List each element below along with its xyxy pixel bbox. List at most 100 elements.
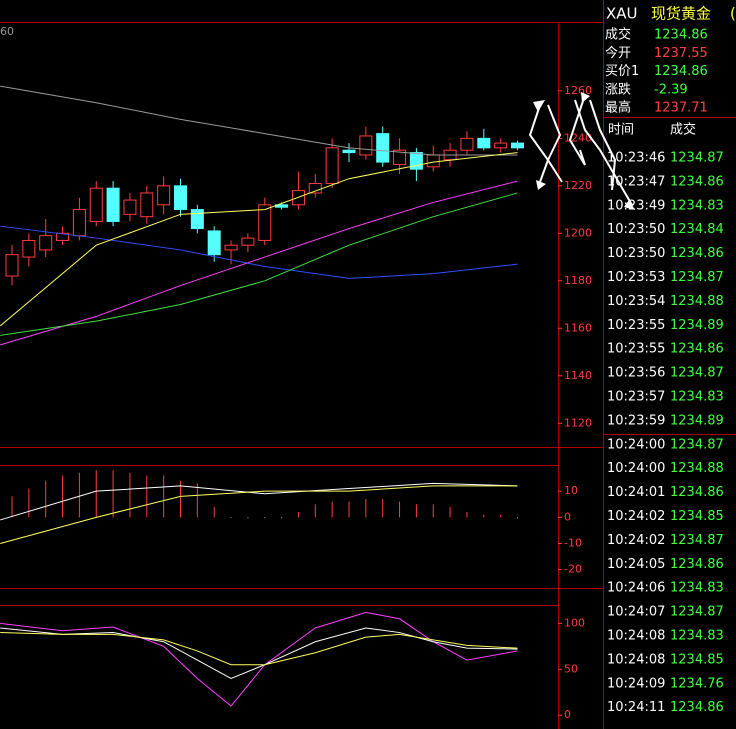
- y-tick-label: 100: [564, 616, 585, 629]
- indicator-line: [0, 85, 518, 156]
- quote-value: 1237.55: [654, 46, 708, 61]
- tick-price: 1234.83: [670, 581, 724, 596]
- indicator-line: [0, 482, 518, 521]
- indicator-line: [0, 180, 518, 346]
- candle-body: [241, 237, 255, 246]
- tick-time: 10:23:53: [607, 270, 665, 285]
- tick-price: 1234.88: [670, 461, 724, 476]
- tick-time: 10:24:08: [607, 629, 665, 644]
- tick-price: 1234.85: [670, 652, 724, 667]
- tick-price: 1234.88: [670, 294, 724, 309]
- candle-body: [511, 142, 524, 149]
- candle-body: [393, 149, 407, 165]
- candle-body: [376, 133, 390, 163]
- ticks-header: 成交: [670, 122, 696, 138]
- quote-label: 涨跌: [605, 81, 631, 97]
- y-tick-label: 1140: [564, 369, 592, 382]
- y-tick-label: 1200: [564, 226, 592, 239]
- tick-price: 1234.76: [670, 676, 724, 691]
- tick-time: 10:23:59: [607, 413, 665, 428]
- tick-price: 1234.86: [670, 246, 724, 261]
- tick-price: 1234.86: [670, 342, 724, 357]
- tick-time: 10:24:02: [607, 509, 665, 524]
- quote-label: 买价1: [605, 64, 639, 79]
- candle-body: [190, 209, 204, 230]
- candle-body: [5, 254, 19, 277]
- tick-time: 10:24:05: [607, 557, 665, 572]
- candle-body: [56, 232, 70, 241]
- y-tick-label: -10: [564, 537, 582, 550]
- indicator-line: [0, 627, 518, 680]
- quote-value: 1234.86: [654, 28, 708, 43]
- tick-time: 10:23:56: [607, 366, 665, 381]
- indicator-line: [0, 632, 518, 666]
- candle-body: [174, 185, 187, 211]
- tick-time: 10:23:57: [607, 390, 665, 405]
- tick-price: 1234.86: [670, 557, 724, 572]
- y-tick-label: 0: [564, 510, 571, 523]
- candle-body: [460, 137, 474, 151]
- tick-time: 10:24:06: [607, 581, 665, 596]
- y-tick-label: 1160: [564, 321, 592, 334]
- candle-body: [477, 137, 491, 149]
- indicator-line: [0, 152, 518, 327]
- tick-price: 1234.83: [670, 390, 724, 405]
- tick-price: 1234.85: [670, 509, 724, 524]
- symbol-name: 现货黄金: [651, 5, 711, 23]
- y-tick-label: 1220: [564, 179, 592, 192]
- y-tick-label: 10: [564, 484, 578, 497]
- candle-body: [325, 147, 339, 184]
- candle-body: [207, 230, 221, 256]
- tick-time: 10:24:08: [607, 652, 665, 667]
- tick-time: 10:23:46: [607, 151, 665, 166]
- tick-price: 1234.87: [670, 366, 724, 381]
- tick-price: 1234.87: [670, 533, 724, 548]
- indicator-line: [0, 611, 518, 707]
- tick-price: 1234.87: [670, 437, 724, 452]
- quote-value: -2.39: [654, 82, 688, 97]
- candle-body: [39, 235, 53, 251]
- indicator-label: 60: [0, 25, 14, 38]
- tick-time: 10:24:00: [607, 437, 665, 452]
- quote-label: 今开: [605, 45, 631, 61]
- tick-price: 1234.86: [670, 485, 724, 500]
- tick-time: 10:23:50: [607, 222, 665, 237]
- annotation-arrows: [528, 92, 635, 210]
- quote-label: 最高: [605, 100, 631, 116]
- candle-body: [494, 142, 508, 149]
- tick-time: 10:24:00: [607, 461, 665, 476]
- tick-time: 10:24:01: [607, 485, 665, 500]
- symbol: XAU: [606, 5, 638, 23]
- indicator-line: [0, 485, 518, 544]
- tick-price: 1234.86: [670, 174, 724, 189]
- symbol-extra: (: [730, 5, 736, 23]
- y-tick-label: -20: [564, 563, 582, 576]
- indicator-line: [0, 225, 518, 279]
- y-tick-label: 0: [564, 708, 571, 721]
- candle-body: [359, 135, 373, 156]
- quote-value: 1237.71: [654, 101, 708, 116]
- y-tick-label: 1260: [564, 84, 592, 97]
- candle-body: [123, 199, 137, 215]
- tick-time: 10:23:50: [607, 246, 665, 261]
- tick-time: 10:23:55: [607, 318, 665, 333]
- tick-time: 10:24:07: [607, 605, 665, 620]
- tick-time: 10:24:02: [607, 533, 665, 548]
- candle-body: [342, 149, 356, 154]
- candle-body: [106, 187, 120, 222]
- quote-value: 1234.86: [654, 64, 708, 79]
- y-tick-label: 1180: [564, 274, 592, 287]
- tick-time: 10:23:49: [607, 198, 665, 213]
- y-tick-label: 50: [564, 662, 578, 675]
- candle-body: [157, 185, 171, 206]
- tick-price: 1234.89: [670, 413, 724, 428]
- candle-body: [22, 239, 36, 258]
- candle-body: [72, 209, 86, 237]
- tick-price: 1234.86: [670, 700, 724, 715]
- tick-price: 1234.89: [670, 318, 724, 333]
- tick-time: 10:23:54: [607, 294, 665, 309]
- tick-time: 10:23:55: [607, 342, 665, 357]
- tick-time: 10:24:09: [607, 676, 665, 691]
